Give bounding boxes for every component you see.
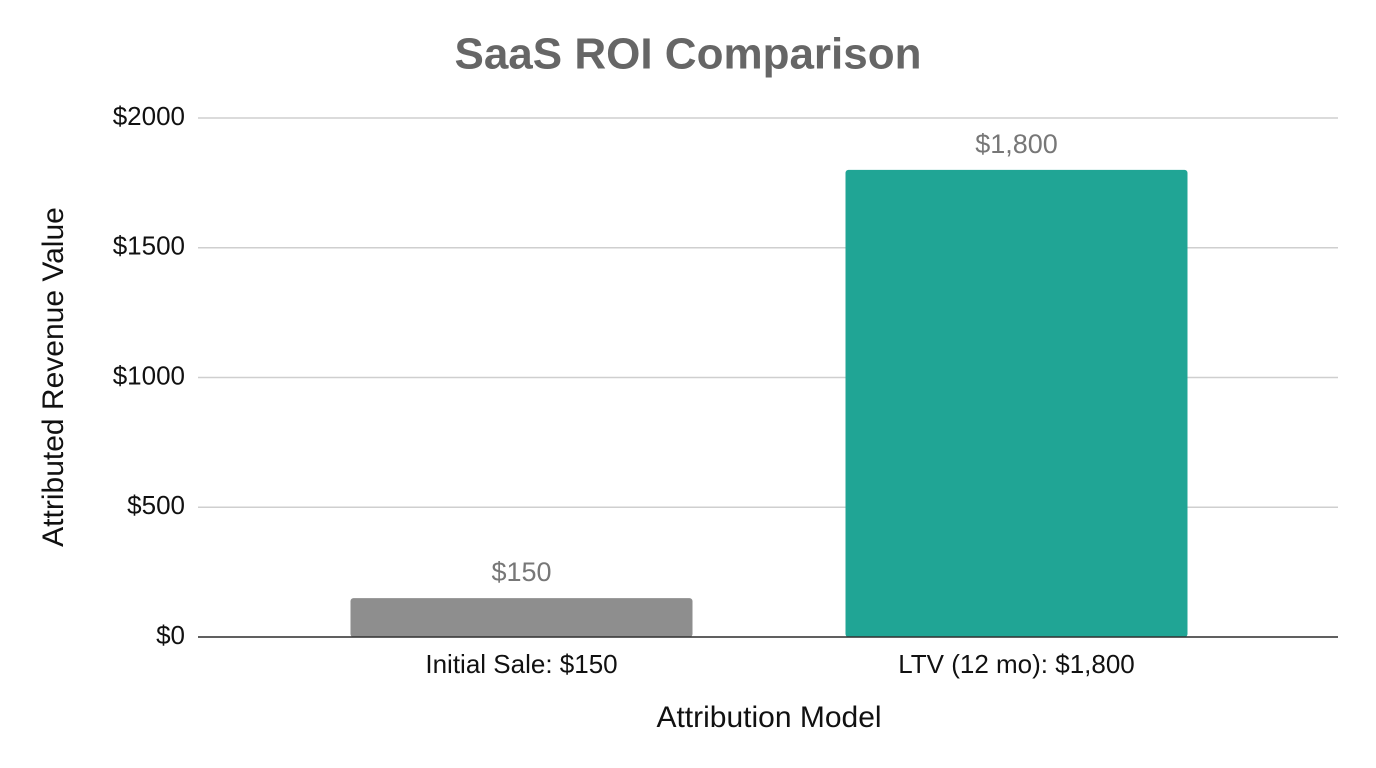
value-label: $1,800 <box>975 129 1058 159</box>
y-axis-title: Attributed Revenue Value <box>37 207 70 547</box>
x-tick-label: Initial Sale: $150 <box>425 649 617 679</box>
bar <box>845 169 1188 637</box>
chart-title: SaaS ROI Comparison <box>454 30 921 79</box>
bar <box>350 598 693 637</box>
x-axis-title: Attribution Model <box>656 701 881 734</box>
y-tick-label: $1000 <box>113 360 185 390</box>
y-tick-label: $1500 <box>113 231 185 261</box>
y-tick-label: $2000 <box>113 101 185 131</box>
x-tick-label: LTV (12 mo): $1,800 <box>898 649 1135 679</box>
value-label: $150 <box>491 557 551 587</box>
y-tick-label: $500 <box>127 490 185 520</box>
y-tick-label: $0 <box>156 620 185 650</box>
